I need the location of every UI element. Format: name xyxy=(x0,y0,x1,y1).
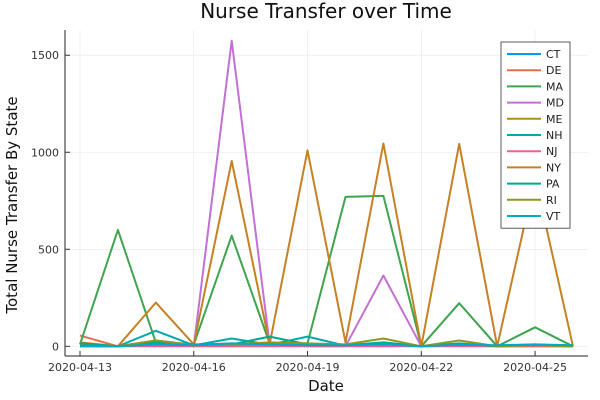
y-axis-title: Total Nurse Transfer By State xyxy=(3,96,21,314)
x-ticks: 2020-04-13 2020-04-16 2020-04-19 2020-04-22… xyxy=(48,351,567,374)
x-tick-label: 2020-04-19 xyxy=(276,361,340,374)
y-tick-label: 500 xyxy=(38,243,59,256)
x-axis-title: Date xyxy=(308,377,344,395)
series-line-ny xyxy=(79,142,574,348)
legend-label-pa: PA xyxy=(546,178,560,191)
legend-label-nh: NH xyxy=(546,129,563,142)
legend-label-ri: RI xyxy=(546,194,557,207)
legend-label-vt: VT xyxy=(546,210,561,223)
series-lines xyxy=(79,39,574,348)
x-tick-label: 2020-04-16 xyxy=(162,361,226,374)
x-tick-label: 2020-04-22 xyxy=(389,361,453,374)
chart-title: Nurse Transfer over Time xyxy=(200,0,452,23)
y-tick-label: 1500 xyxy=(31,49,59,62)
legend-label-me: ME xyxy=(546,113,562,126)
axes xyxy=(64,30,588,357)
series-line-vt xyxy=(80,342,574,348)
y-tick-label: 0 xyxy=(52,340,59,353)
legend-label-ny: NY xyxy=(546,161,561,174)
y-ticks: 0 500 1000 1500 xyxy=(31,49,70,353)
legend: CT DE MA MD ME NH NJ NY PA RI VT xyxy=(500,41,571,229)
x-tick-label: 2020-04-13 xyxy=(48,361,112,374)
y-tick-label: 1000 xyxy=(31,146,59,159)
legend-label-nj: NJ xyxy=(546,145,557,158)
legend-label-ct: CT xyxy=(546,48,561,61)
legend-label-de: DE xyxy=(546,64,561,77)
legend-label-md: MD xyxy=(546,97,564,110)
legend-label-ma: MA xyxy=(546,80,563,93)
x-tick-label: 2020-04-25 xyxy=(503,361,567,374)
